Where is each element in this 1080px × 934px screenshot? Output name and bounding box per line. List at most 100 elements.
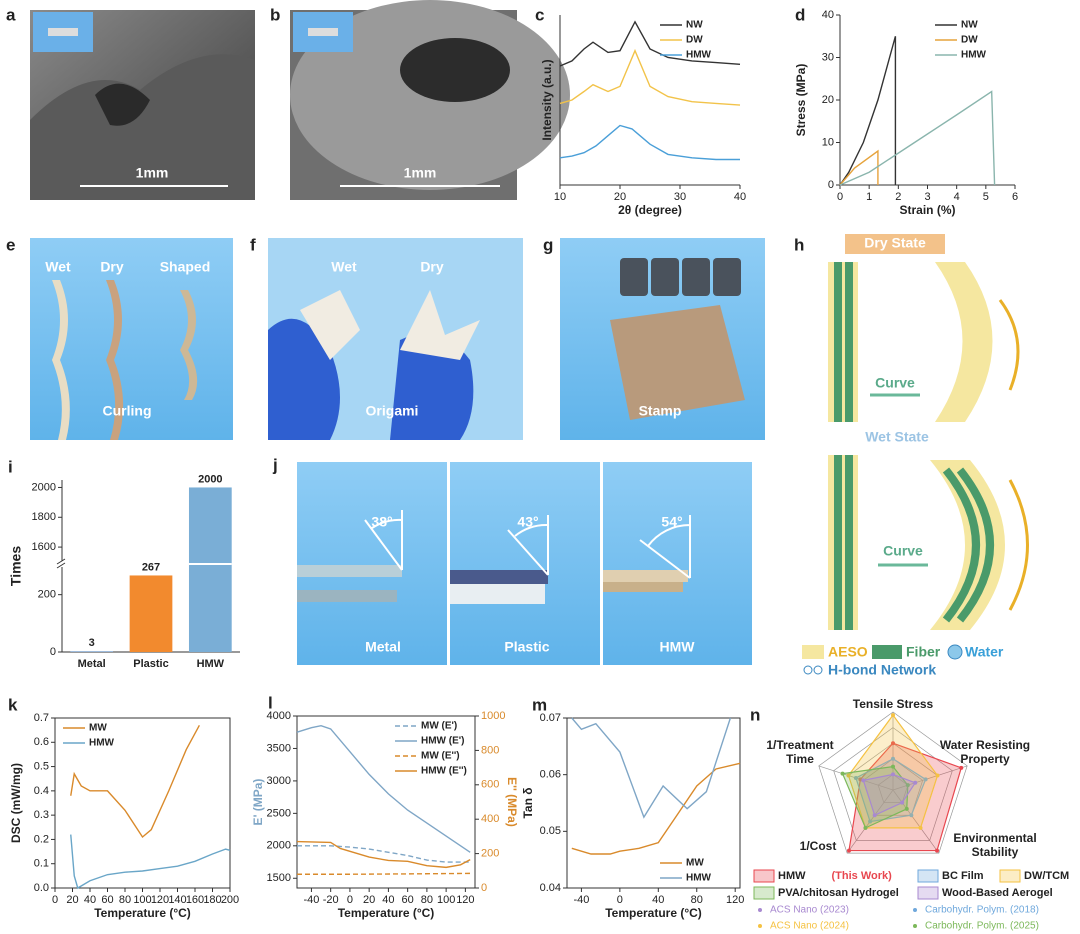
legend-label: DW — [961, 35, 978, 46]
y-tick-label: 10 — [822, 136, 834, 148]
legend-label: HMW — [686, 873, 712, 884]
y-axis-label: DSC (mW/mg) — [9, 763, 23, 843]
series-line — [296, 840, 471, 869]
panel-label: k — [8, 695, 18, 714]
x-tick-label: 0 — [837, 191, 843, 203]
plot-frame — [566, 717, 741, 889]
series-line — [70, 834, 231, 890]
axis-break-mark — [56, 558, 66, 569]
x-tick-label: 60 — [101, 894, 113, 906]
photo-text: Dry — [420, 259, 444, 275]
legend-label: AESO — [828, 644, 868, 660]
y2-tick-label: 200 — [481, 848, 499, 860]
radar-area — [862, 773, 917, 817]
panel-label: l — [268, 693, 273, 712]
series-line — [559, 124, 740, 161]
y-tick-label: 0.1 — [34, 858, 49, 870]
x-tick-label: 6 — [1012, 191, 1018, 203]
y-tick-label: 2000 — [267, 840, 291, 852]
x-tick-label: HMW — [197, 658, 225, 670]
photo-text: Stamp — [639, 403, 682, 419]
radar-point — [935, 848, 940, 853]
source-dot — [913, 924, 917, 928]
legend-label: HMW — [961, 50, 987, 61]
radar-axis-label-text: Tensile Stress — [852, 697, 934, 711]
x-tick-label: 20 — [614, 191, 626, 203]
source-dot — [758, 924, 762, 928]
x-tick-label: 0 — [617, 894, 623, 906]
y-tick-label: 200 — [38, 589, 56, 601]
y-tick-label: 4000 — [267, 710, 291, 722]
y-tick-label: 0.0 — [34, 882, 49, 894]
panel-label: j — [272, 455, 278, 474]
legend-label: HMW — [89, 738, 115, 749]
x-tick-label: 80 — [119, 894, 131, 906]
source-dot — [758, 908, 762, 912]
x-tick-label: 160 — [186, 894, 204, 906]
x-tick-label: 180 — [203, 894, 221, 906]
photo-text: Metal — [365, 639, 401, 655]
legend-label: BC Film — [942, 870, 984, 882]
y2-tick-label: 400 — [481, 813, 499, 825]
legend-label: HMW (E'') — [421, 766, 467, 777]
radar-spoke — [892, 765, 968, 791]
source-label: ACS Nano (2023) — [770, 905, 849, 916]
x-axis-label: Temperature (°C) — [338, 906, 435, 920]
plot-frame — [296, 715, 476, 889]
legend-label: MW — [89, 723, 107, 734]
legend-swatch — [999, 869, 1021, 883]
legend-swatch — [917, 869, 939, 883]
x-tick-label: 100 — [133, 894, 151, 906]
radar-point — [891, 764, 895, 769]
bar — [188, 487, 232, 652]
x-tick-label: 80 — [691, 894, 703, 906]
series-line — [70, 724, 200, 839]
angle-label: 43° — [517, 514, 538, 530]
legend-label: Water — [965, 644, 1004, 660]
diagram-text: Curve — [883, 543, 923, 559]
legend-label: MW (E') — [421, 721, 457, 732]
radar-axis-label: Environmental Stability — [953, 831, 1037, 859]
radar-axis-label-text: Environmental Stability — [953, 831, 1037, 859]
photo-f: Wet Dry Origami — [268, 238, 523, 440]
y-tick-label: 0 — [50, 646, 56, 658]
y-tick-label: 0 — [828, 179, 834, 191]
y2-tick-label: 600 — [481, 779, 499, 791]
legend-swatch — [917, 886, 939, 900]
x-tick-label: 40 — [382, 894, 394, 906]
y-axis-label: Stress (MPa) — [794, 64, 808, 137]
legend-label: PVA/chitosan Hydrogel — [778, 887, 899, 899]
diagram-text: Dry State — [864, 235, 926, 251]
y-axis-label: Times — [8, 546, 24, 586]
x-tick-label: -40 — [303, 894, 319, 906]
x-tick-label: Plastic — [133, 658, 168, 670]
x-tick-label: 140 — [168, 894, 186, 906]
radar-axis-label: Tensile Stress — [852, 697, 934, 711]
x-tick-label: -20 — [323, 894, 339, 906]
bar — [70, 651, 114, 652]
x-tick-label: 10 — [554, 191, 566, 203]
radar-axis-label-text: Water Resisting Property — [939, 738, 1031, 766]
panel-label: n — [750, 705, 760, 724]
radar-axis-label: 1/Cost — [800, 839, 837, 853]
x-tick-label: 0 — [52, 894, 58, 906]
radar-area — [855, 758, 927, 823]
panel-label: f — [250, 235, 256, 254]
legend-label: Fiber — [906, 644, 941, 660]
series-line — [296, 725, 471, 853]
radar-point — [918, 825, 923, 830]
x-axis-label: 2θ (degree) — [618, 203, 682, 217]
y-axis-label: Intensity (a.u.) — [540, 59, 554, 140]
legend-note: (This Work) — [832, 870, 893, 882]
radar-point — [923, 777, 928, 782]
source-label: Carbohydr. Polym. (2025) — [925, 921, 1039, 932]
value-label: 3 — [89, 637, 95, 649]
source-dot — [913, 908, 917, 912]
legend-label: HMW — [778, 870, 806, 882]
series-line — [571, 717, 732, 819]
photo-text: Wet — [331, 259, 357, 275]
radar-point — [861, 778, 866, 783]
series-line — [297, 872, 471, 875]
legend-swatch — [753, 869, 775, 883]
y2-tick-label: 0 — [481, 882, 487, 894]
